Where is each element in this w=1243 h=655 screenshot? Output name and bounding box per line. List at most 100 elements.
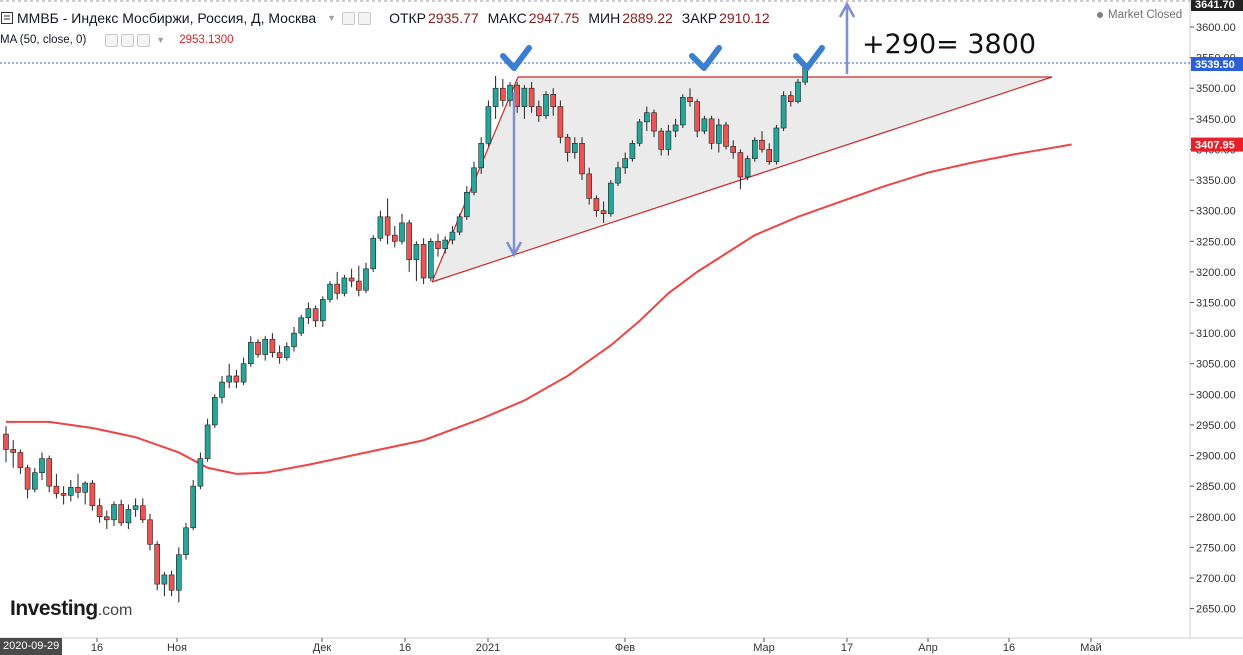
candle	[53, 473, 60, 499]
candle	[478, 137, 485, 174]
candle	[341, 274, 348, 297]
candle	[571, 137, 578, 159]
candle	[212, 394, 218, 428]
candle	[125, 504, 132, 530]
ma-indicator-row[interactable]: MA (50, close, 0) ▼ 2953.1300	[0, 32, 234, 48]
candle	[413, 241, 420, 282]
candle	[240, 357, 247, 386]
candle	[456, 213, 463, 236]
candle	[140, 498, 146, 523]
price-axis-bg	[1190, 0, 1243, 655]
candle-body	[543, 94, 549, 117]
candle-body	[399, 222, 405, 242]
candle	[499, 79, 506, 107]
y-tick-label: 3200.00	[1196, 267, 1236, 279]
logo-name: Investing	[10, 597, 98, 620]
gear-icon[interactable]	[358, 11, 372, 25]
candle-body	[622, 158, 629, 169]
candle-body	[75, 487, 81, 493]
candle	[507, 82, 513, 107]
check-icon	[793, 45, 825, 71]
candle	[406, 219, 413, 272]
candle-body	[643, 112, 650, 123]
candle	[334, 271, 341, 300]
y-tick-label: 2850.00	[1196, 481, 1236, 493]
candle-body	[471, 167, 477, 193]
chart-header: ММВБ - Индекс Мосбиржи, Россия, Д, Москв…	[0, 0, 1190, 60]
chart-type-icon[interactable]	[0, 11, 14, 25]
candle-body	[24, 467, 31, 490]
candle	[557, 100, 564, 144]
candle-body	[283, 346, 290, 358]
y-tick-label: 3500.00	[1196, 83, 1236, 95]
x-axis: 16 Ноя Дек 16 2021 Фев Мар 17 Апр 16 Май	[91, 638, 1102, 654]
candles	[3, 62, 809, 603]
candle-body	[795, 81, 801, 102]
candle-body	[456, 216, 463, 233]
candle	[161, 571, 168, 597]
candle-body	[579, 143, 585, 175]
x-tick-label: 16	[399, 642, 411, 654]
candle	[651, 109, 657, 138]
candle-body	[154, 544, 160, 585]
candle	[694, 99, 701, 138]
investing-logo[interactable]: Investing.com	[10, 597, 132, 621]
candle	[593, 195, 600, 217]
candle	[276, 345, 283, 364]
candle-body	[118, 504, 124, 524]
candle-body	[262, 338, 269, 355]
candle-body	[147, 519, 153, 545]
candle	[737, 149, 744, 190]
close-icon[interactable]	[137, 33, 151, 47]
candle-body	[204, 424, 211, 459]
candle	[550, 88, 557, 116]
candle-body	[132, 505, 139, 510]
chevron-down-icon[interactable]: ▼	[327, 13, 337, 23]
ma-label: MA (50, close, 0)	[0, 34, 87, 46]
y-tick-label: 3000.00	[1196, 389, 1236, 401]
candle-body	[593, 198, 600, 211]
candle	[154, 541, 160, 591]
price-badge: 3641.70	[1191, 0, 1243, 11]
close-label: ЗАКР	[681, 10, 718, 26]
settings-icon[interactable]	[342, 11, 356, 25]
candle-body	[737, 152, 744, 178]
candle-body	[348, 277, 355, 282]
candle	[75, 473, 81, 499]
title-row: ММВБ - Индекс Мосбиржи, Россия, Д, Москв…	[0, 9, 770, 27]
low-label: МИН	[588, 10, 621, 26]
chevron-down-icon[interactable]: ▼	[156, 35, 166, 45]
candle-body	[255, 341, 261, 355]
candle	[629, 140, 636, 162]
y-tick-label: 3600.00	[1196, 22, 1236, 34]
candle-body	[377, 216, 384, 239]
candle-body	[391, 234, 398, 242]
candle-body	[17, 452, 24, 469]
market-status: Market Closed	[1097, 9, 1182, 21]
gear-icon[interactable]	[121, 33, 135, 47]
eye-icon[interactable]	[105, 33, 119, 47]
candle	[643, 106, 650, 132]
y-tick-label: 3450.00	[1196, 114, 1236, 126]
candle-body	[701, 118, 708, 132]
candle	[255, 339, 261, 358]
candle-body	[478, 143, 485, 169]
candle	[636, 118, 643, 147]
candle	[60, 486, 67, 505]
y-tick-label: 2650.00	[1196, 604, 1236, 616]
candle	[435, 233, 441, 257]
candle	[622, 152, 629, 174]
candle	[219, 375, 225, 404]
candle-body	[46, 458, 53, 487]
candle-body	[240, 363, 247, 383]
candle-body	[557, 106, 564, 138]
price-badges: 3641.70 3539.50 3407.95	[1191, 0, 1243, 152]
candle	[528, 82, 535, 113]
candle-body	[507, 84, 513, 101]
x-tick-label: 17	[841, 642, 853, 654]
candle-body	[176, 554, 182, 591]
candle	[327, 281, 333, 303]
market-status-text: Market Closed	[1108, 9, 1183, 21]
price-badge-bg	[1191, 137, 1243, 152]
